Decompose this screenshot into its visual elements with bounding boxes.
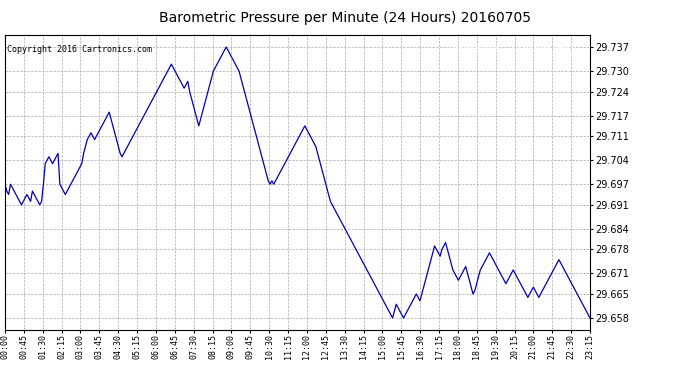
Text: Copyright 2016 Cartronics.com: Copyright 2016 Cartronics.com xyxy=(7,45,152,54)
Text: Barometric Pressure per Minute (24 Hours) 20160705: Barometric Pressure per Minute (24 Hours… xyxy=(159,11,531,25)
Text: Pressure  (Inches/Hg): Pressure (Inches/Hg) xyxy=(453,44,575,54)
